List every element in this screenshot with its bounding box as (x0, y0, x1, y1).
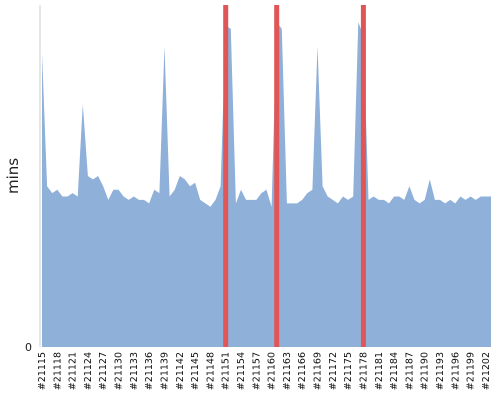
x-tick-label: #21133 (129, 352, 140, 390)
x-tick-labels: #21115 #21118 #21121 #21124 #21127 #21130 #211… (37, 352, 492, 390)
x-tick-label: #21187 (404, 352, 415, 390)
x-tick-label: #21121 (68, 352, 79, 390)
x-tick-label: #21199 (466, 352, 477, 390)
x-tick-label: #21154 (236, 352, 247, 390)
x-tick-label: #21130 (114, 352, 125, 390)
x-tick-label: #21178 (358, 352, 369, 390)
x-tick-label: #21190 (420, 352, 431, 390)
x-tick-label: #21136 (144, 352, 155, 390)
plot-area (39, 5, 491, 347)
x-tick-label: #21184 (389, 352, 400, 390)
x-tick-label: #21196 (450, 352, 461, 390)
x-tick-label: #21175 (343, 352, 354, 390)
x-tick-label: #21145 (190, 352, 201, 390)
x-tick-label: #21124 (83, 352, 94, 390)
x-tick-label: #21148 (205, 352, 216, 390)
x-tick-label: #21202 (481, 352, 492, 390)
x-tick-label: #21115 (37, 352, 48, 390)
x-tick-label: #21142 (175, 352, 186, 390)
marker-bar-3 (360, 5, 366, 347)
y-axis-label: mins (4, 158, 22, 194)
series-area (42, 22, 491, 347)
x-tick-label: #21172 (328, 352, 339, 390)
x-tick-label: #21139 (160, 352, 171, 390)
marker-bar-1 (223, 5, 229, 347)
y-tick-label: 0 (25, 341, 32, 354)
marker-bar-2 (274, 5, 280, 347)
highlight-markers (223, 5, 366, 347)
x-tick-label: #21118 (52, 352, 63, 390)
x-tick-label: #21181 (374, 352, 385, 390)
x-tick-label: #21193 (435, 352, 446, 390)
x-tick-label: #21169 (313, 352, 324, 390)
x-tick-label: #21151 (221, 352, 232, 390)
x-tick-label: #21166 (297, 352, 308, 390)
x-tick-label: #21157 (251, 352, 262, 390)
x-tick-label: #21160 (267, 352, 278, 390)
x-tick-label: #21163 (282, 352, 293, 390)
x-tick-label: #21127 (98, 352, 109, 390)
